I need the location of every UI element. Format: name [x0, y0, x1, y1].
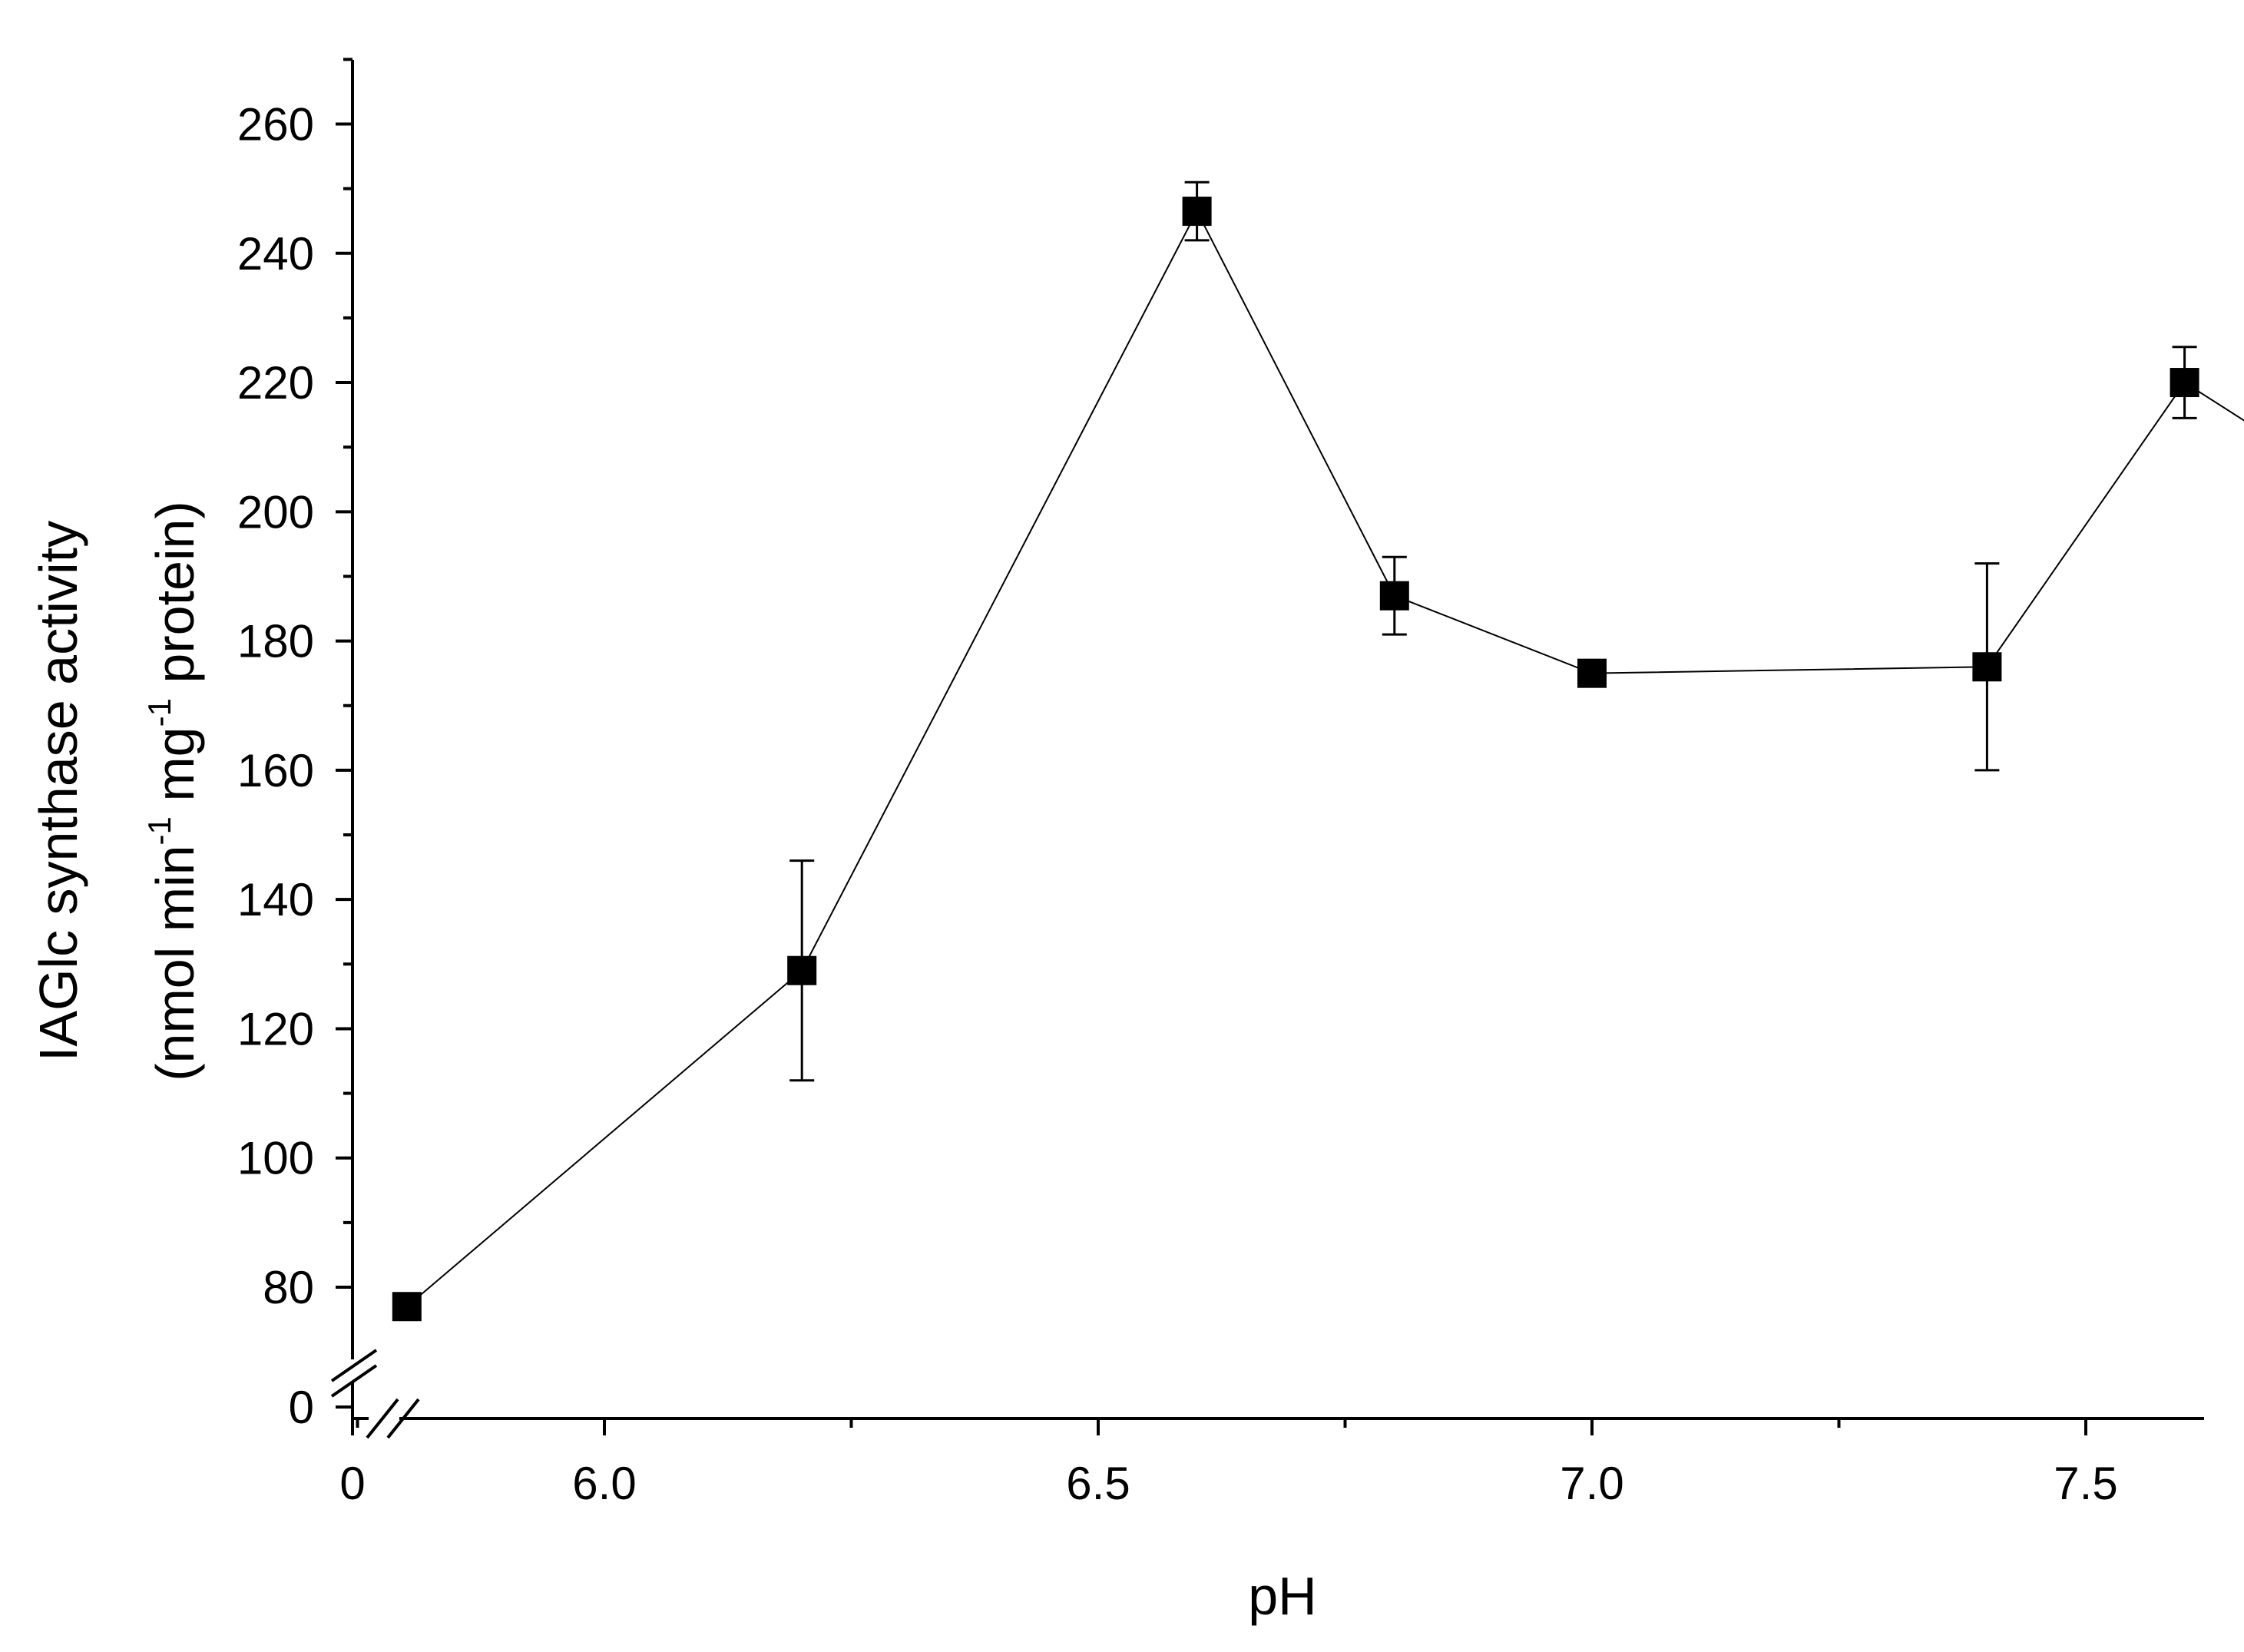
y-tick-label-4: 140 [237, 874, 314, 925]
y-tick-label-9: 240 [237, 228, 314, 280]
markers [392, 197, 2199, 1322]
ticks [336, 58, 2087, 1435]
y-tick-label-8: 220 [237, 357, 314, 409]
x-tick-label-3: 7.0 [1560, 1458, 1623, 1509]
y-tick-label-2: 100 [237, 1133, 314, 1184]
x-break-mark-1 [366, 1398, 399, 1439]
x-tick-label-2: 6.5 [1066, 1458, 1130, 1509]
data-point-4 [1577, 658, 1607, 688]
data-point-2 [1182, 197, 1212, 227]
y-tick-label-6: 180 [237, 616, 314, 667]
ylabel-part-3: protein) [145, 501, 205, 698]
y-tick-label-7: 200 [237, 486, 314, 538]
ylabel-sup-2: -1 [141, 698, 177, 727]
svg-text:(nmol min-1 mg-1 protein): (nmol min-1 mg-1 protein) [141, 501, 205, 1081]
y-axis-title-line2: (nmol min-1 mg-1 protein) [141, 501, 205, 1081]
x-tick-label-4: 7.5 [2054, 1458, 2117, 1509]
x-break-mark-2 [386, 1398, 420, 1439]
ylabel-sup-1: -1 [141, 816, 177, 845]
tick-labels: 0 80 100 120 140 160 180 200 220 240 260 0 6.0 6.5 7.0… [237, 98, 2118, 1509]
ylabel-part-1: (nmol min [145, 845, 205, 1081]
data-point-3 [1379, 581, 1409, 611]
data-point-1 [787, 955, 817, 985]
y-tick-label-5: 160 [237, 745, 314, 796]
y-axis-title: IAGlc synthase activity [28, 521, 88, 1061]
data-point-6 [2170, 368, 2199, 398]
y-tick-label-1: 80 [263, 1262, 314, 1313]
y-break-mark-2 [330, 1364, 378, 1398]
y-axis-title-line1: IAGlc synthase activity [28, 521, 88, 1061]
data-point-5 [1972, 652, 2002, 682]
series-line [406, 209, 2244, 1308]
y-break-mark-1 [330, 1349, 378, 1382]
y-tick-label-0: 0 [289, 1382, 314, 1433]
y-tick-label-10: 260 [237, 98, 314, 150]
error-bars [789, 180, 2197, 1082]
x-axis-title: pH [1248, 1566, 1316, 1626]
x-tick-label-1: 6.0 [572, 1458, 636, 1509]
data-point-0 [392, 1292, 422, 1322]
y-tick-label-3: 120 [237, 1003, 314, 1054]
axes [330, 60, 2204, 1439]
x-tick-label-0: 0 [339, 1458, 365, 1509]
ylabel-part-2: mg [145, 727, 205, 816]
